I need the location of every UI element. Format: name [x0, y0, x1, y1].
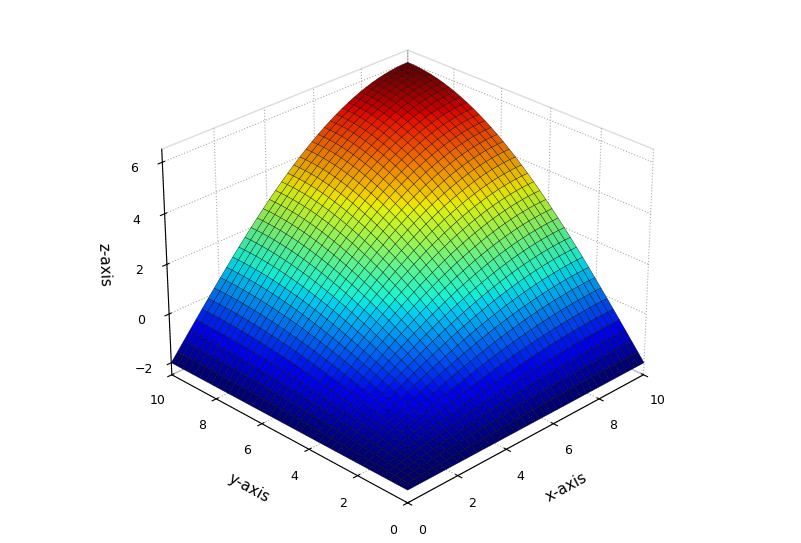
Y-axis label: y-axis: y-axis: [225, 470, 272, 505]
X-axis label: x-axis: x-axis: [543, 470, 590, 505]
